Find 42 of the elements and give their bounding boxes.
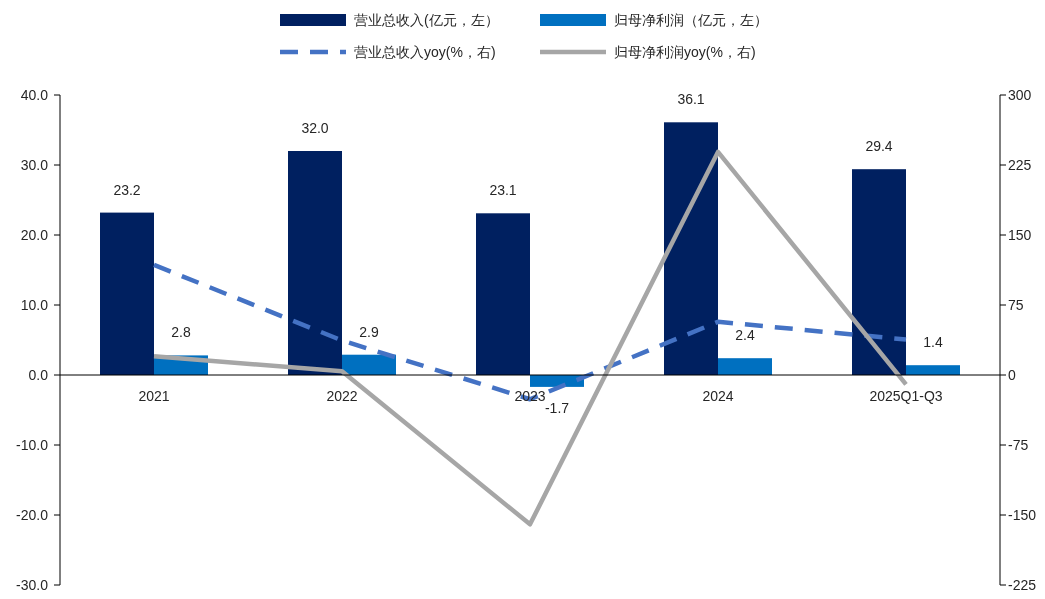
y-tick-label: 10.0 [20,296,49,313]
y-tick-label: 0.0 [28,366,49,383]
bar [100,212,154,375]
x-tick-label: 2022 [326,388,358,404]
data-label: 2.8 [171,324,191,341]
bar [852,169,906,375]
legend-label: 营业总收入(亿元，左） [354,11,499,28]
y-tick-label: 20.0 [20,226,49,243]
bar [476,213,530,375]
legend-label: 归母净利润（亿元，左） [614,11,768,28]
x-tick-label: 2024 [702,388,734,404]
data-label: 2.9 [359,323,379,340]
y2-tick-label: -225 [1008,576,1037,593]
y2-tick-label: 0 [1008,366,1016,383]
y-tick-label: -20.0 [16,506,49,523]
x-tick-label: 2021 [138,388,170,404]
y-tick-label: -30.0 [16,576,49,593]
y2-tick-label: 300 [1008,86,1032,103]
bar [906,365,960,375]
data-label: 1.4 [923,334,943,351]
x-tick-label: 2025Q1-Q3 [869,388,943,404]
y2-tick-label: 225 [1008,156,1032,173]
data-label: 36.1 [677,91,705,108]
y-tick-label: -10.0 [16,436,49,453]
data-label: 29.4 [865,138,893,155]
y2-tick-label: 150 [1008,226,1032,243]
y2-tick-label: -150 [1008,506,1037,523]
y-tick-label: 40.0 [20,86,49,103]
y2-tick-label: 75 [1008,296,1024,313]
bar [664,122,718,375]
bar [288,151,342,375]
data-label: 2.4 [735,327,755,344]
y2-tick-label: -75 [1008,436,1029,453]
data-label: 23.1 [489,182,517,199]
x-tick-label: 2023 [514,388,546,404]
data-label: -1.7 [544,399,570,416]
data-label: 23.2 [113,181,141,198]
y-tick-label: 30.0 [20,156,49,173]
legend-label: 归母净利润yoy(%，右) [614,43,756,60]
bar [718,358,772,375]
data-label: 32.0 [301,120,329,136]
legend-label: 营业总收入yoy(%，右) [354,43,496,60]
